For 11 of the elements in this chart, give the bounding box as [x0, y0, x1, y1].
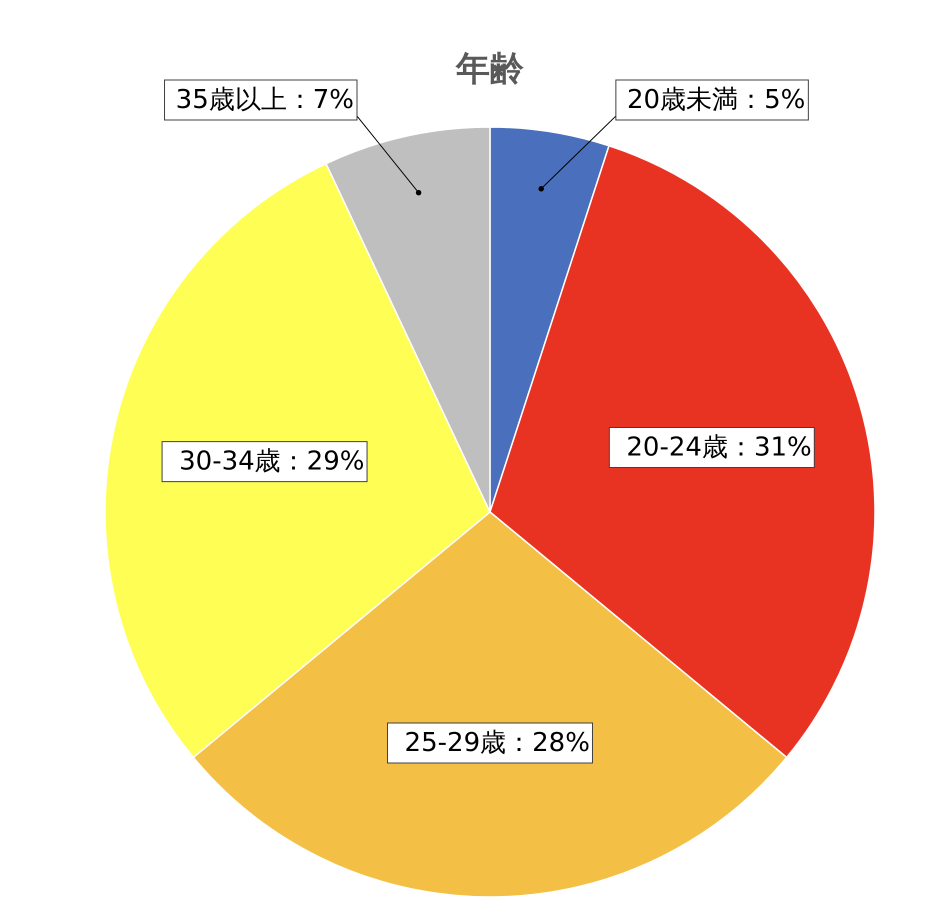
- data-label: ：7%: [286, 85, 354, 116]
- slice-label: 30-34歳: [179, 446, 281, 477]
- slice-label: 20歳未満: [627, 85, 738, 116]
- slice-label: 35歳以上: [176, 85, 287, 116]
- data-label: ：28%: [506, 728, 590, 758]
- chart-title: 年齢: [455, 49, 524, 89]
- slice-label: 20-24歳: [626, 432, 728, 463]
- data-label: ：29%: [280, 446, 364, 477]
- data-label: ：31%: [728, 432, 812, 463]
- data-label: ：5%: [738, 85, 806, 116]
- slice-label: 25-29歳: [404, 728, 506, 758]
